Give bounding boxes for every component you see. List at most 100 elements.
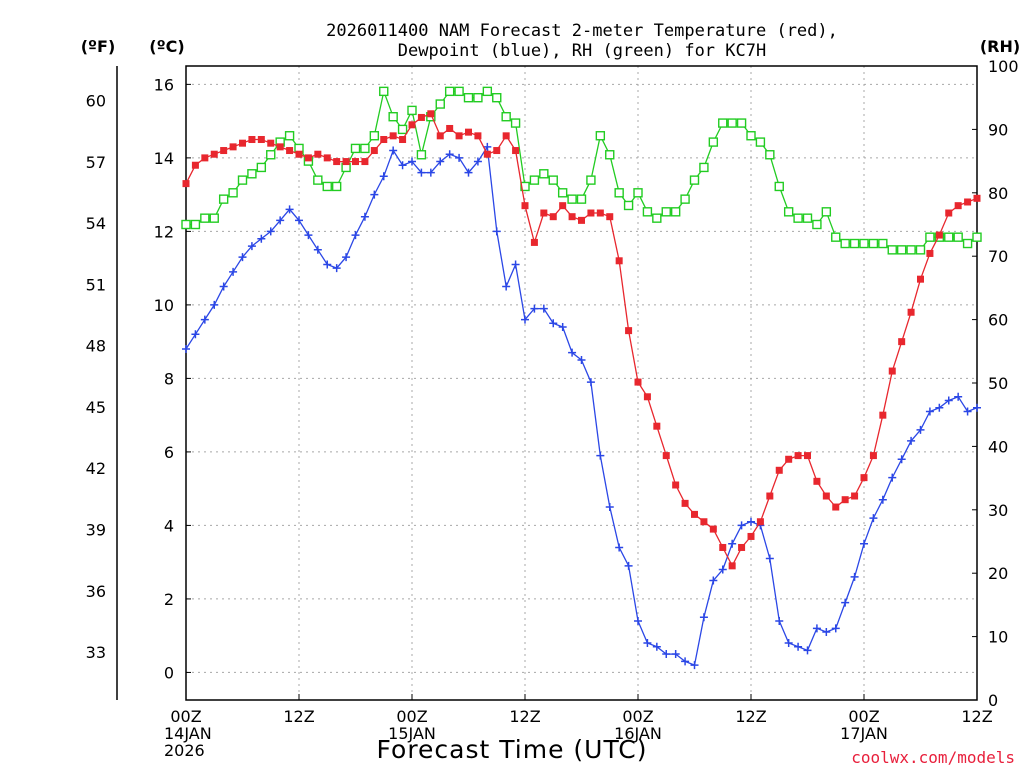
data-point bbox=[473, 92, 483, 103]
data-point bbox=[397, 124, 408, 135]
chart-title-line-2: Dewpoint (blue), RH (green) for KC7H bbox=[398, 41, 766, 61]
data-point bbox=[973, 194, 981, 202]
data-point bbox=[539, 304, 548, 313]
data-point bbox=[549, 213, 557, 221]
data-point bbox=[558, 322, 567, 331]
fahrenheit-tick-label: 42 bbox=[86, 459, 106, 478]
data-point bbox=[586, 378, 595, 387]
data-point bbox=[802, 213, 813, 223]
data-point bbox=[954, 202, 962, 210]
data-point bbox=[399, 136, 407, 144]
data-point bbox=[595, 131, 606, 141]
data-point bbox=[896, 245, 907, 255]
fahrenheit-tick-label: 39 bbox=[86, 521, 106, 540]
data-point bbox=[209, 213, 219, 223]
data-point bbox=[887, 245, 897, 255]
data-point bbox=[576, 194, 587, 204]
data-point bbox=[672, 481, 680, 489]
data-point bbox=[239, 139, 246, 147]
data-point bbox=[361, 158, 369, 166]
data-point bbox=[681, 657, 690, 666]
series-rh bbox=[181, 86, 982, 255]
data-point bbox=[878, 495, 887, 504]
data-point bbox=[182, 180, 190, 188]
data-point bbox=[322, 181, 332, 192]
data-point bbox=[897, 455, 906, 464]
data-point bbox=[700, 518, 708, 526]
data-point bbox=[906, 245, 916, 255]
data-point bbox=[370, 190, 379, 199]
celsius-tick-label: 14 bbox=[154, 149, 174, 168]
data-point bbox=[350, 143, 361, 154]
data-point bbox=[426, 168, 435, 177]
data-point bbox=[436, 132, 444, 140]
data-series bbox=[181, 86, 982, 670]
data-point bbox=[539, 169, 549, 179]
data-point bbox=[831, 232, 841, 242]
data-point bbox=[304, 231, 313, 240]
data-point bbox=[502, 282, 511, 291]
data-point bbox=[284, 131, 295, 141]
data-point bbox=[916, 425, 925, 434]
data-point bbox=[444, 86, 455, 97]
data-point bbox=[794, 642, 803, 651]
data-point bbox=[501, 112, 511, 122]
data-point bbox=[624, 561, 633, 570]
data-point bbox=[427, 110, 435, 118]
rh-tick-label: 10 bbox=[988, 628, 1008, 647]
data-point bbox=[878, 238, 888, 249]
data-point bbox=[492, 227, 501, 236]
data-point bbox=[737, 521, 746, 530]
data-point bbox=[652, 213, 662, 223]
data-point bbox=[323, 154, 331, 162]
data-point bbox=[577, 356, 586, 365]
celsius-tick-label: 2 bbox=[164, 590, 174, 609]
data-point bbox=[973, 403, 981, 412]
data-point bbox=[587, 209, 595, 217]
data-point bbox=[257, 136, 265, 144]
data-point bbox=[445, 150, 454, 159]
data-point bbox=[586, 175, 596, 185]
data-point bbox=[416, 150, 427, 160]
data-point bbox=[859, 238, 869, 249]
data-point bbox=[276, 143, 284, 151]
data-point bbox=[832, 503, 840, 511]
data-point bbox=[295, 216, 303, 225]
data-point bbox=[868, 238, 879, 249]
fahrenheit-unit-label: (ºF) bbox=[81, 37, 116, 56]
data-point bbox=[898, 338, 906, 346]
data-point bbox=[671, 650, 680, 659]
gridlines bbox=[186, 66, 977, 700]
data-point bbox=[813, 477, 821, 485]
data-point bbox=[521, 315, 529, 324]
data-point bbox=[191, 330, 200, 339]
data-point bbox=[944, 232, 954, 242]
data-point bbox=[907, 436, 916, 445]
data-point bbox=[474, 132, 482, 140]
data-point bbox=[502, 132, 510, 140]
data-point bbox=[435, 99, 445, 109]
fahrenheit-tick-label: 57 bbox=[86, 153, 106, 172]
data-point bbox=[549, 319, 558, 328]
data-point bbox=[869, 452, 877, 460]
data-point bbox=[530, 304, 539, 313]
data-point bbox=[191, 161, 199, 169]
data-point bbox=[804, 452, 811, 460]
data-point bbox=[331, 181, 342, 192]
series-dewpoint bbox=[182, 142, 981, 670]
data-point bbox=[567, 194, 577, 204]
data-point bbox=[662, 452, 670, 460]
time-tick-label: 00Z bbox=[622, 707, 653, 726]
data-point bbox=[360, 212, 369, 221]
data-point bbox=[266, 227, 275, 236]
data-point bbox=[718, 118, 728, 128]
data-point bbox=[708, 137, 719, 147]
data-point bbox=[237, 175, 248, 185]
data-point bbox=[380, 136, 388, 144]
data-point bbox=[605, 150, 615, 160]
time-tick-label: 14JAN bbox=[164, 724, 212, 743]
data-point bbox=[623, 200, 634, 211]
fahrenheit-tick-label: 33 bbox=[86, 643, 106, 662]
data-point bbox=[352, 158, 359, 166]
data-point bbox=[917, 275, 924, 283]
